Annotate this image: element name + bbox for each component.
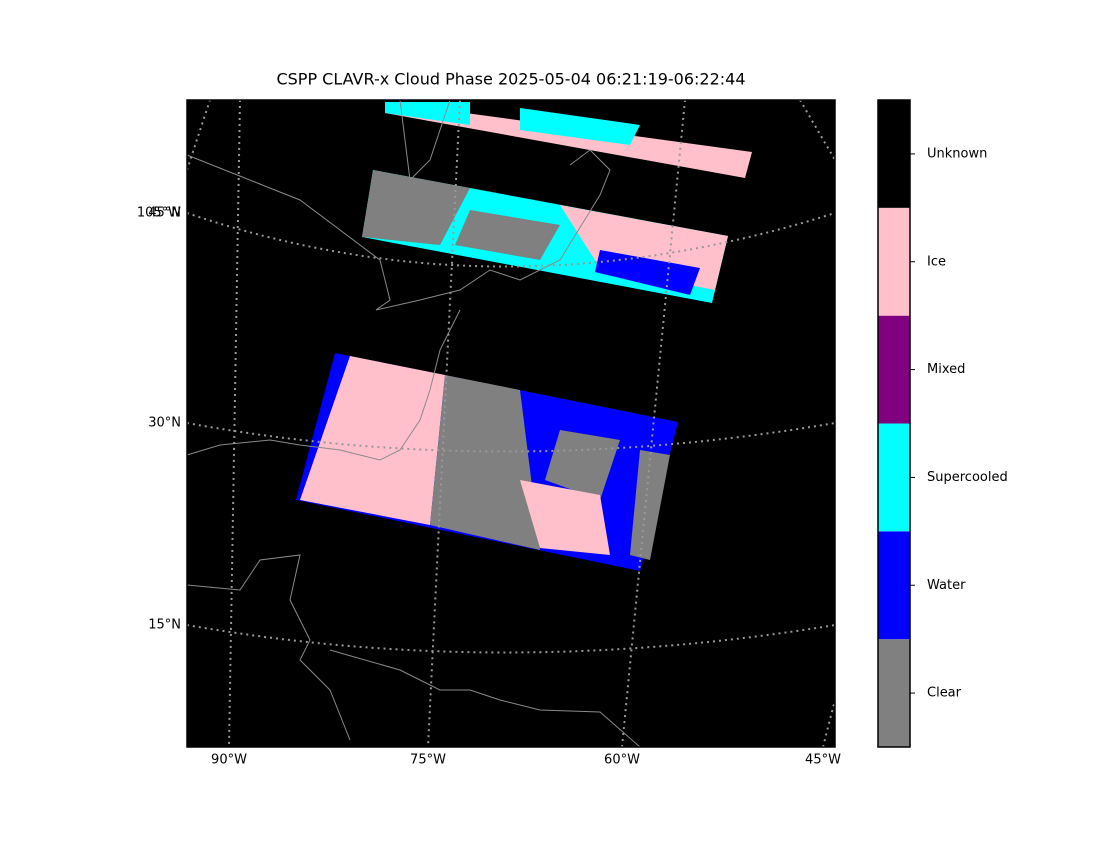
lat-label: 30°N [148,416,181,431]
colorbar-label: Unknown [927,146,987,161]
swath-part [630,450,670,560]
swath-part [520,108,640,145]
swath-part [430,375,540,550]
colorbar-label: Water [927,578,966,593]
colorbar-label: Mixed [927,362,965,377]
colorbar-segment [878,207,910,316]
graticule [186,99,836,748]
lon-label: 45°W [805,753,841,768]
lat-label: 15°N [148,618,181,633]
colorbar-label: Supercooled [927,470,1008,485]
lon-label: 90°W [211,753,247,768]
map: 105°W 45°N 30°N 15°N 90°W 75°W 60°W 45°W [137,99,841,768]
swath-part [300,356,445,525]
map-frame [186,99,836,748]
swath-part [362,170,470,245]
lat-label: 45°N [148,206,181,221]
coastlines [186,99,641,748]
colorbar-segment [878,315,910,424]
colorbar-segment [878,423,910,532]
colorbar-segment [878,100,910,208]
swath-part [455,210,560,260]
swath-part [520,480,610,555]
lon-label: 60°W [604,753,640,768]
colorbar-segment [878,639,910,747]
colorbar-label: Clear [927,686,962,701]
lon-label: 75°W [410,753,446,768]
swath [385,102,752,178]
swath-part [595,250,700,295]
colorbar: Clear Water Supercooled Mixed Ice Unknown [877,99,1008,748]
title: CSPP CLAVR-x Cloud Phase 2025-05-04 06:2… [276,70,745,89]
lon-label: 105°W [137,206,181,221]
colorbar-frame [877,99,911,748]
swaths [296,102,752,571]
colorbar-label: Ice [927,254,946,269]
colorbar-segment [878,531,910,640]
swath-part [545,430,620,500]
swath-part [385,102,470,125]
